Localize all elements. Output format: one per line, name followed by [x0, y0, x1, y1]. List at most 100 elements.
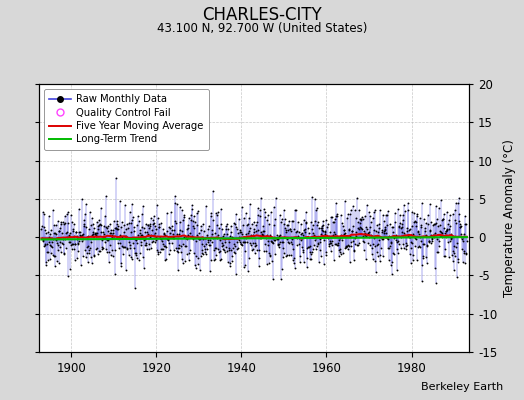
Point	[80, 221, 89, 228]
Point	[402, 240, 410, 246]
Point	[402, 228, 411, 234]
Point	[285, 218, 293, 224]
Point	[433, 248, 442, 255]
Point	[164, 236, 172, 243]
Point	[168, 231, 177, 238]
Point	[108, 253, 117, 259]
Point	[100, 222, 108, 229]
Point	[44, 257, 52, 263]
Point	[226, 229, 235, 236]
Point	[237, 242, 246, 248]
Point	[179, 241, 187, 248]
Point	[387, 271, 396, 278]
Point	[353, 242, 362, 248]
Point	[287, 252, 296, 258]
Point	[272, 234, 280, 241]
Point	[217, 256, 225, 262]
Point	[93, 225, 102, 232]
Point	[259, 232, 267, 238]
Point	[308, 249, 316, 256]
Point	[396, 234, 405, 240]
Point	[311, 246, 320, 252]
Point	[263, 217, 271, 224]
Point	[117, 260, 126, 266]
Point	[377, 229, 386, 235]
Point	[185, 257, 193, 263]
Point	[425, 237, 433, 244]
Point	[460, 230, 468, 237]
Point	[204, 239, 212, 245]
Point	[135, 235, 144, 242]
Point	[53, 258, 61, 264]
Point	[445, 254, 453, 260]
Point	[158, 246, 166, 252]
Point	[102, 246, 111, 252]
Point	[189, 218, 197, 224]
Point	[408, 208, 417, 215]
Point	[126, 229, 135, 236]
Point	[210, 247, 218, 254]
Point	[160, 231, 168, 237]
Point	[238, 221, 247, 228]
Point	[275, 233, 283, 239]
Point	[156, 234, 165, 241]
Point	[195, 236, 204, 242]
Point	[64, 272, 72, 279]
Point	[167, 226, 176, 233]
Point	[347, 242, 355, 249]
Point	[75, 231, 84, 238]
Point	[368, 215, 377, 221]
Point	[315, 247, 324, 253]
Point	[85, 209, 94, 215]
Point	[371, 206, 379, 213]
Point	[393, 246, 401, 252]
Point	[62, 245, 70, 252]
Point	[426, 227, 434, 234]
Point	[330, 219, 339, 226]
Point	[442, 228, 451, 234]
Point	[253, 247, 261, 253]
Point	[69, 226, 78, 232]
Point	[218, 240, 226, 246]
Point	[358, 238, 367, 244]
Point	[216, 248, 224, 254]
Point	[390, 209, 399, 216]
Point	[254, 227, 262, 233]
Point	[305, 256, 314, 262]
Point	[179, 260, 188, 266]
Point	[435, 204, 443, 211]
Point	[266, 252, 275, 259]
Point	[133, 254, 141, 261]
Point	[227, 258, 236, 264]
Point	[87, 254, 95, 260]
Point	[149, 220, 158, 226]
Point	[151, 237, 160, 244]
Point	[96, 248, 104, 254]
Point	[444, 220, 452, 227]
Point	[296, 253, 304, 260]
Point	[209, 188, 217, 194]
Point	[52, 236, 61, 243]
Point	[206, 268, 214, 274]
Point	[381, 212, 390, 219]
Point	[376, 207, 384, 214]
Point	[339, 234, 347, 240]
Point	[176, 204, 184, 210]
Point	[297, 221, 305, 228]
Point	[210, 230, 219, 236]
Point	[61, 220, 70, 226]
Point	[73, 255, 81, 261]
Point	[123, 221, 132, 227]
Point	[313, 205, 321, 211]
Point	[382, 230, 390, 236]
Point	[424, 238, 433, 244]
Point	[242, 230, 250, 237]
Point	[200, 246, 209, 252]
Point	[79, 231, 87, 237]
Point	[96, 221, 104, 227]
Point	[134, 213, 143, 219]
Point	[223, 221, 232, 228]
Point	[106, 252, 115, 258]
Point	[163, 210, 171, 216]
Point	[342, 244, 350, 251]
